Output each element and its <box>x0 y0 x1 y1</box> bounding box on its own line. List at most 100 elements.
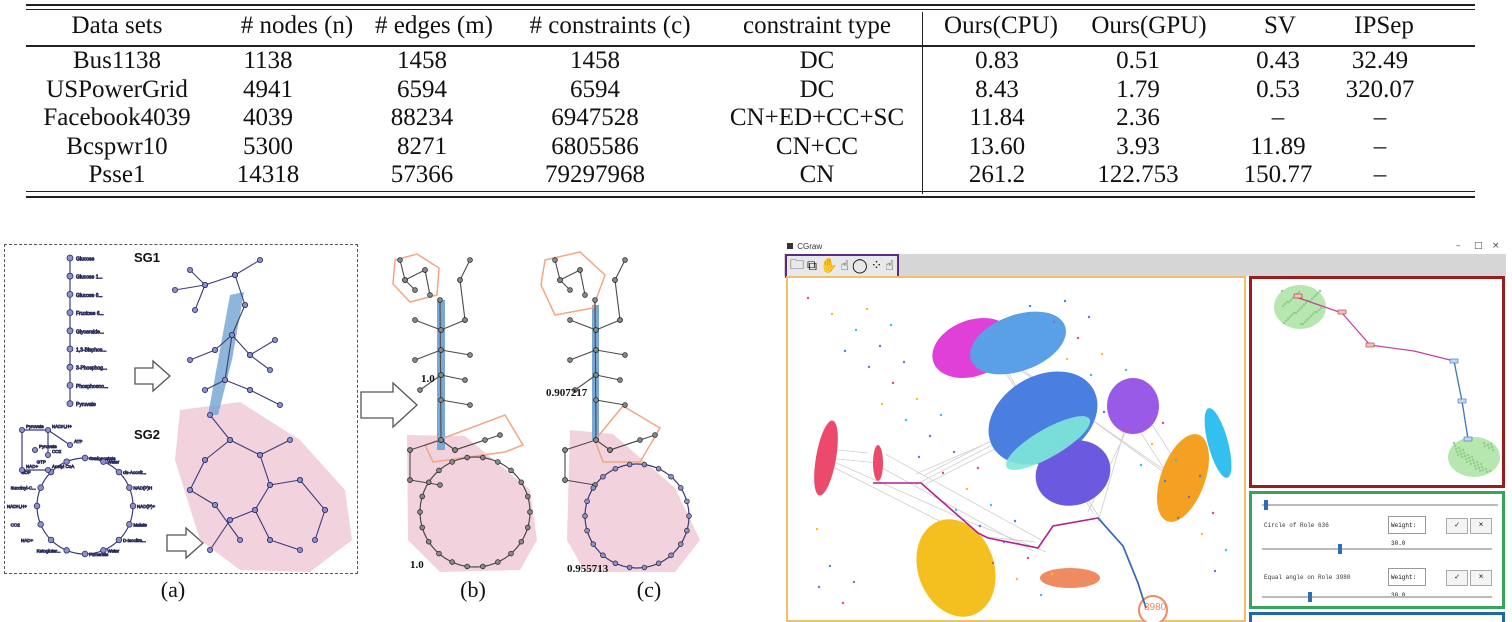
folder-icon[interactable]: 🗀 <box>790 257 804 273</box>
table-bottom-rule-2 <box>26 196 1475 198</box>
remove-button[interactable]: × <box>1470 518 1492 534</box>
constraint-weight-slider[interactable] <box>1262 544 1492 554</box>
graph-node <box>171 287 178 294</box>
graph-node <box>45 451 52 458</box>
graph-node <box>584 527 590 534</box>
node-label: Glucose <box>76 257 95 263</box>
graph-node <box>1489 442 1493 446</box>
graph-node <box>81 454 89 462</box>
graph-node <box>508 550 514 557</box>
node-label: Pyruvate <box>76 402 96 408</box>
caption-b: (b) <box>460 577 486 602</box>
minimize-button[interactable]: – <box>1456 241 1461 251</box>
graph-node <box>562 477 568 483</box>
minimap-panel[interactable] <box>1249 276 1505 488</box>
graph-node <box>1211 511 1215 515</box>
header-datasets: Data sets <box>71 12 163 39</box>
graph-node <box>1163 479 1167 483</box>
graph-edge <box>269 539 301 551</box>
graph-node <box>1311 312 1315 316</box>
graph-edge <box>579 269 586 296</box>
graph-node <box>66 254 74 262</box>
slider-knob[interactable] <box>1337 544 1342 554</box>
graph-node <box>527 509 533 515</box>
graph-edge <box>189 459 206 491</box>
pointer-hand-icon[interactable]: ☝ <box>885 258 894 274</box>
graph-node <box>246 352 253 359</box>
graph-node <box>686 513 692 519</box>
graph-node <box>684 527 690 534</box>
graph-node <box>66 309 74 316</box>
graph-node <box>617 317 623 323</box>
header-constraints: # constraints (c) <box>529 12 691 39</box>
slider-knob[interactable] <box>1264 500 1268 510</box>
graph-node <box>1288 315 1292 319</box>
hand-icon[interactable]: ✋ <box>820 258 838 274</box>
close-button[interactable]: × <box>1492 241 1500 251</box>
graph-edge <box>194 284 206 311</box>
table-cell: USPowerGrid <box>46 76 188 103</box>
graph-node <box>917 455 921 459</box>
graph-edge <box>459 259 471 281</box>
sg2-label: SG2 <box>134 427 161 442</box>
node-label: Fructose 6... <box>76 311 104 317</box>
confirm-button[interactable]: ✓ <box>1446 518 1468 534</box>
graph-node <box>1280 289 1284 293</box>
graph-node <box>1490 445 1494 449</box>
graph-node <box>126 484 133 491</box>
graph-node <box>677 485 684 491</box>
remove-button[interactable]: × <box>1470 570 1492 586</box>
graph-node <box>1282 321 1286 325</box>
lasso-icon[interactable]: ◯ <box>851 258 868 274</box>
graph-node <box>206 411 213 418</box>
node-label: 3980 <box>1144 602 1167 613</box>
graph-node <box>1294 311 1298 315</box>
node-label: D-Isocitra... <box>123 538 146 543</box>
node-label: NADH,H+ <box>52 424 72 429</box>
table-cell: 1138 <box>243 47 293 74</box>
graph-node <box>1471 458 1475 462</box>
graph-node <box>593 372 599 378</box>
graph-node <box>1474 467 1478 471</box>
graph-node <box>1298 307 1302 311</box>
pointer-hand-icon[interactable]: ☝ <box>840 258 849 274</box>
maximize-button[interactable]: □ <box>1474 241 1483 251</box>
graph-node <box>1479 462 1483 466</box>
graph-node <box>437 482 443 488</box>
slider-knob[interactable] <box>1308 592 1312 602</box>
graph-edge <box>259 454 271 486</box>
graph-edge <box>254 484 271 511</box>
graph-node <box>582 513 588 519</box>
graph-node <box>438 327 444 333</box>
scatter-icon[interactable]: ⁘ <box>870 258 883 274</box>
constraint-panel: Circle of Role 636 Weight: 30.0 ✓ × Equa… <box>1249 491 1505 609</box>
weight-input[interactable]: Weight: 30.0 <box>1388 568 1426 599</box>
graph-node <box>612 465 619 472</box>
graph-node <box>186 357 193 364</box>
graph-drawing[interactable] <box>788 278 1244 622</box>
graph-edge <box>234 274 246 306</box>
graph-canvas[interactable]: 3980 <box>786 276 1246 622</box>
graph-node <box>600 473 606 480</box>
graph-edge <box>229 509 256 521</box>
graph-node <box>18 466 25 473</box>
graph-node <box>1314 293 1318 297</box>
graph-node <box>1213 569 1217 573</box>
table-cell: – <box>1373 104 1387 131</box>
graph-node <box>655 465 662 472</box>
top-slider[interactable] <box>1262 500 1498 510</box>
graph-node <box>1013 519 1017 523</box>
graph-node <box>1026 556 1030 560</box>
table-cell: 6805586 <box>551 133 639 160</box>
toolbar: 🗀 ⧉ ✋ ☝ ◯ ⁘ ☝ <box>784 254 1506 278</box>
node-label: Pyruvate <box>39 444 57 449</box>
graph-node <box>1465 460 1469 464</box>
constraint-weight-slider[interactable] <box>1262 592 1492 602</box>
graph-edge <box>569 319 597 331</box>
weight-input[interactable]: Weight: 30.0 <box>1388 516 1426 547</box>
confirm-button[interactable]: ✓ <box>1446 570 1468 586</box>
b-value-top: 1.0 <box>421 373 435 385</box>
table-cell: 0.43 <box>1256 47 1300 74</box>
graph-node <box>1100 352 1104 356</box>
copy-icon[interactable]: ⧉ <box>807 258 817 274</box>
